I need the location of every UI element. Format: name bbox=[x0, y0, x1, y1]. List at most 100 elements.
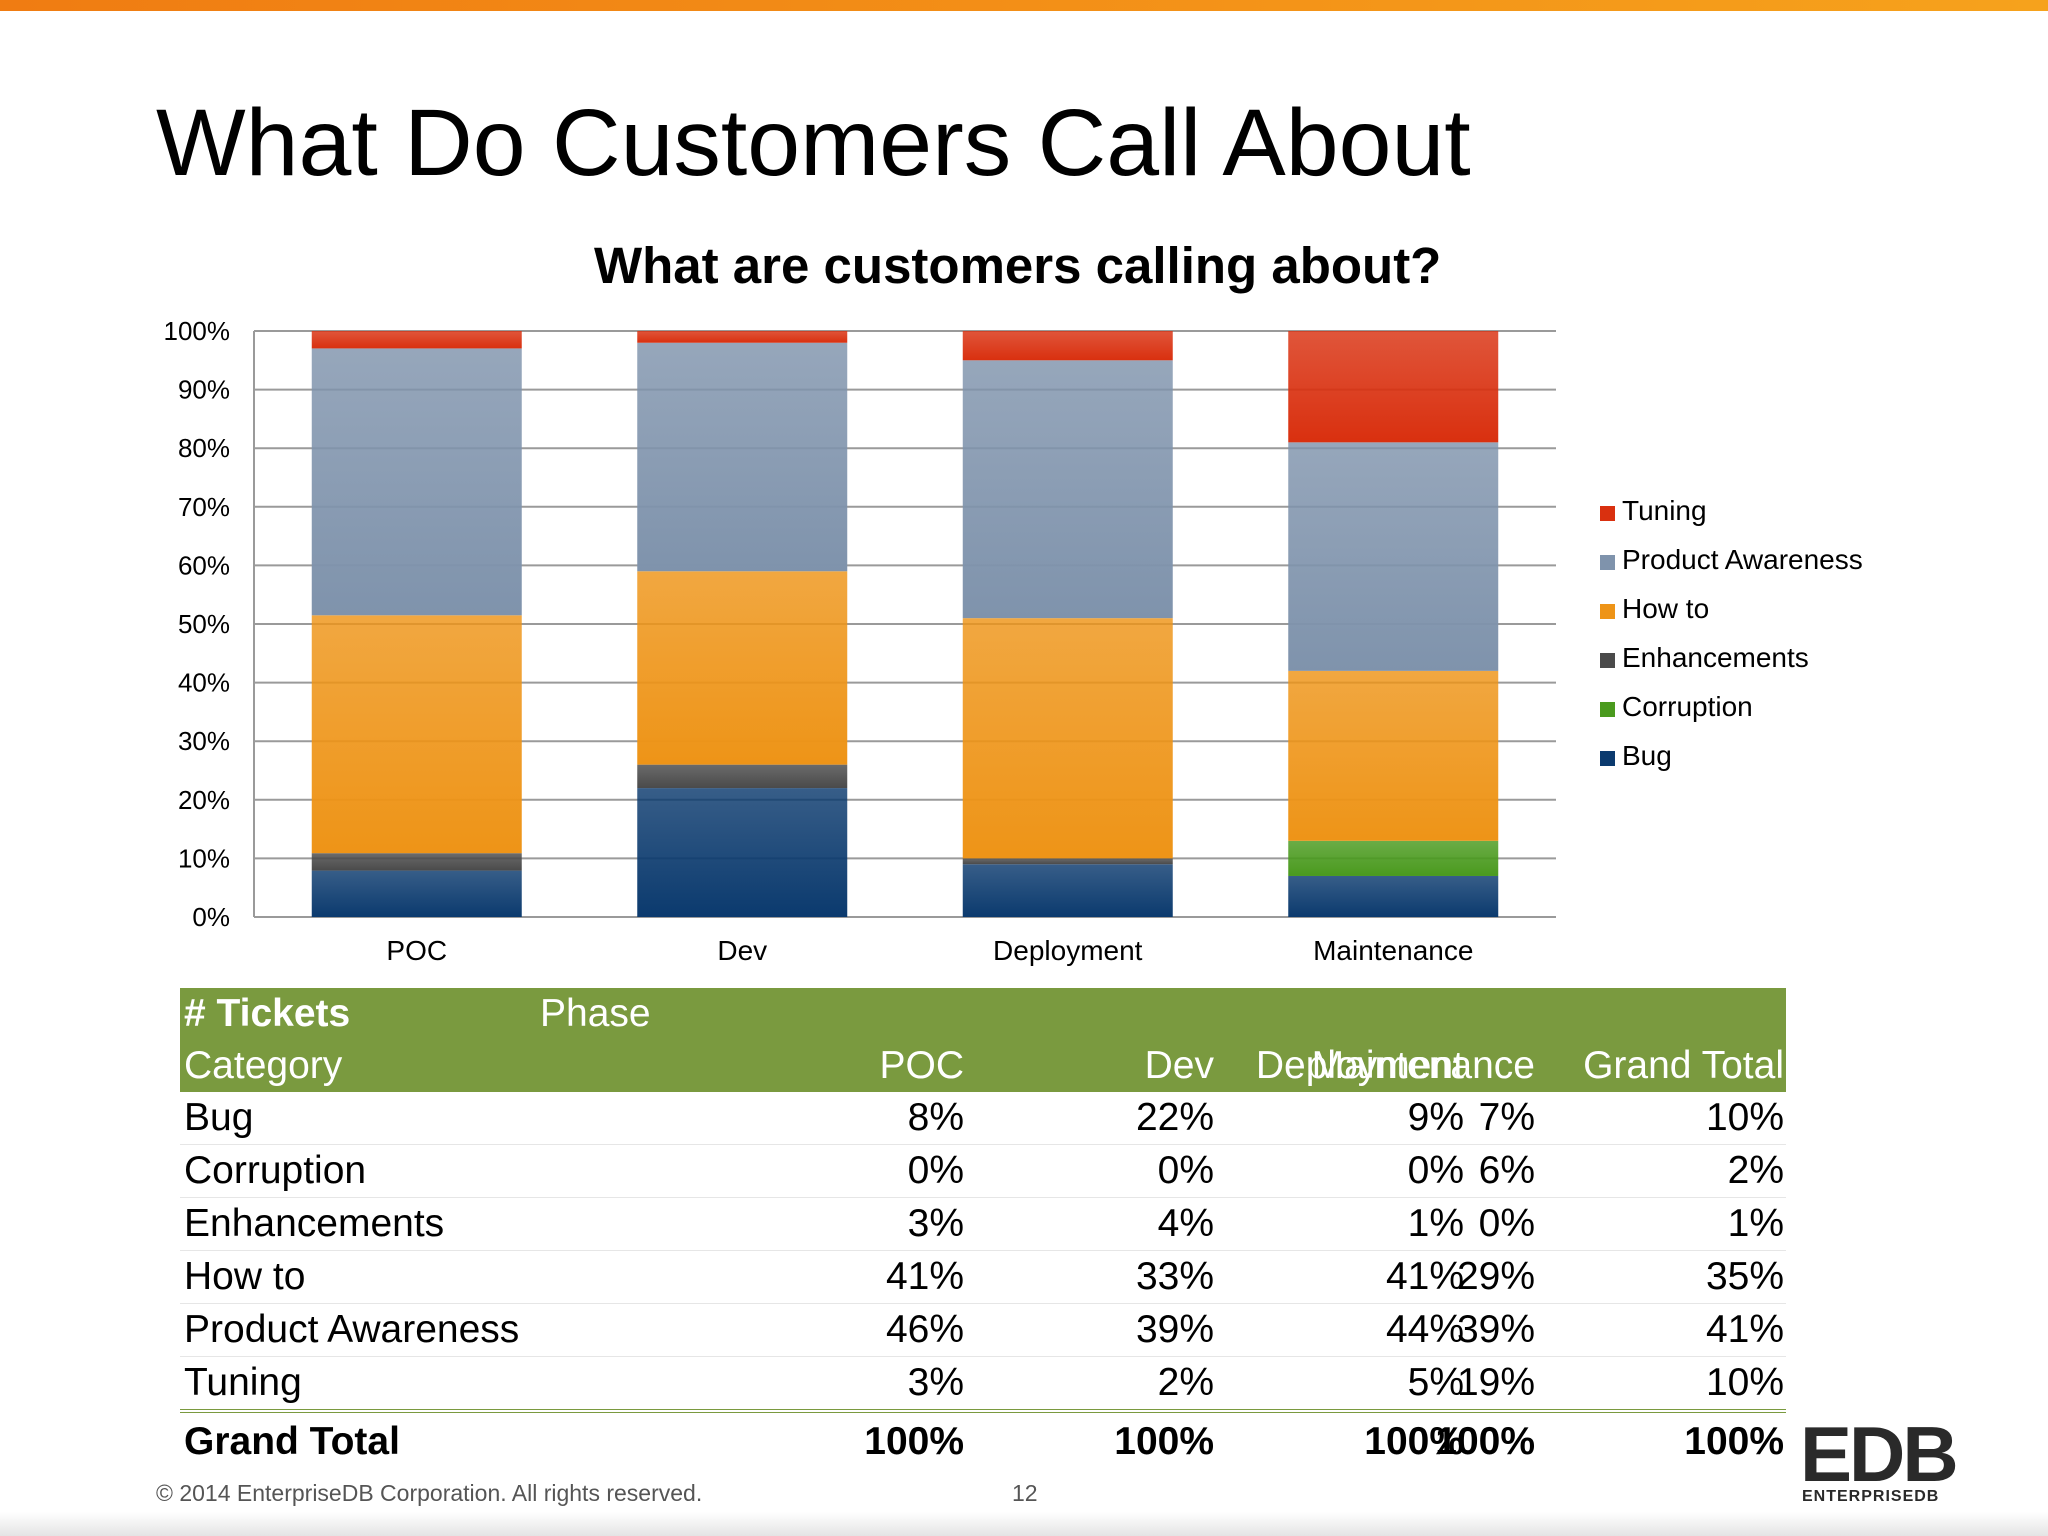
cell-grand-total: 10% bbox=[1705, 1096, 1784, 1139]
bar-segment bbox=[637, 571, 848, 765]
y-tick-label: 30% bbox=[178, 726, 230, 756]
cell-poc: 0% bbox=[907, 1149, 964, 1192]
header-grand-total: Grand Total bbox=[1583, 1044, 1784, 1087]
cell-dev: 4% bbox=[1157, 1202, 1214, 1245]
x-category-label: Dev bbox=[717, 935, 767, 966]
bar-segment bbox=[962, 858, 1173, 865]
legend-label: Tuning bbox=[1622, 495, 1707, 526]
cell-maintenance: 7% bbox=[1478, 1096, 1535, 1139]
cell-dev: 22% bbox=[1135, 1096, 1214, 1139]
cell-grand-total: 10% bbox=[1705, 1361, 1784, 1404]
legend-label: How to bbox=[1622, 593, 1709, 624]
cell-dev: 0% bbox=[1157, 1149, 1214, 1192]
legend-swatch bbox=[1600, 604, 1615, 619]
tickets-table: # Tickets Phase Category POC Dev Deploym… bbox=[180, 988, 1786, 1471]
y-tick-label: 60% bbox=[178, 550, 230, 580]
cell-deployment: 0% bbox=[1407, 1149, 1464, 1192]
row-label: Corruption bbox=[184, 1149, 367, 1192]
row-label: Product Awareness bbox=[184, 1308, 520, 1351]
legend-label: Enhancements bbox=[1622, 642, 1809, 673]
table-total-row: Grand Total 100% 100% 100% 100% 100% bbox=[180, 1409, 1786, 1471]
table-row: Enhancements 3% 4% 1% 0% 1% bbox=[180, 1198, 1786, 1251]
legend-swatch bbox=[1600, 506, 1615, 521]
y-tick-label: 70% bbox=[178, 492, 230, 522]
tickets-label: # Tickets bbox=[184, 992, 351, 1035]
row-label: Enhancements bbox=[184, 1202, 445, 1245]
legend: Tuning Product Awareness How to Enhancement… bbox=[1600, 495, 1863, 771]
legend-label: Corruption bbox=[1622, 691, 1753, 722]
cell-poc: 8% bbox=[907, 1096, 964, 1139]
cell-poc: 3% bbox=[907, 1202, 964, 1245]
cell-maintenance: 29% bbox=[1456, 1255, 1535, 1298]
cell-maintenance: 19% bbox=[1456, 1361, 1535, 1404]
cell-poc: 46% bbox=[885, 1308, 964, 1351]
cell-deployment: 44% bbox=[1385, 1308, 1464, 1351]
bottom-bar bbox=[0, 1512, 2048, 1536]
y-tick-label: 20% bbox=[178, 785, 230, 815]
total-deployment: 100% bbox=[1364, 1420, 1464, 1463]
bar-segment bbox=[1288, 331, 1499, 443]
legend-swatch bbox=[1600, 555, 1615, 570]
y-tick-label: 50% bbox=[178, 609, 230, 639]
bar-segment bbox=[311, 853, 522, 871]
page-number: 12 bbox=[1012, 1480, 1038, 1506]
table-header-row-1: # Tickets Phase bbox=[180, 988, 1786, 1040]
cell-grand-total: 1% bbox=[1727, 1202, 1784, 1245]
axis-labels: 0% 10% 20% 30% 40% 50% 60% 70% 80% 90% 100% POC Dev D… bbox=[164, 316, 1474, 966]
bar-segment bbox=[637, 331, 848, 343]
cell-maintenance: 0% bbox=[1478, 1202, 1535, 1245]
header-deployment: Deployment bbox=[1255, 1044, 1464, 1087]
cell-poc: 41% bbox=[885, 1255, 964, 1298]
legend-label: Bug bbox=[1622, 740, 1672, 771]
cell-maintenance: 39% bbox=[1456, 1308, 1535, 1351]
total-label: Grand Total bbox=[184, 1420, 400, 1463]
y-tick-label: 80% bbox=[178, 433, 230, 463]
x-category-label: Maintenance bbox=[1313, 935, 1473, 966]
table-header-row-2: Category POC Dev Deployment Maintenance … bbox=[180, 1040, 1786, 1092]
bar-segment bbox=[637, 342, 848, 572]
bar-segment bbox=[962, 331, 1173, 361]
header-maintenance: Maintenance bbox=[1311, 1044, 1535, 1087]
bar-segment bbox=[962, 360, 1173, 619]
cell-maintenance: 6% bbox=[1478, 1149, 1535, 1192]
chart-title: What are customers calling about? bbox=[594, 237, 1442, 294]
cell-deployment: 1% bbox=[1407, 1202, 1464, 1245]
footer-copyright: © 2014 EnterpriseDB Corporation. All rig… bbox=[156, 1480, 703, 1506]
table-row: Product Awareness 46% 39% 44% 39% 41% bbox=[180, 1304, 1786, 1357]
x-category-label: POC bbox=[386, 935, 447, 966]
bar-segment bbox=[311, 615, 522, 854]
bar-segment bbox=[1288, 840, 1499, 876]
header-dev: Dev bbox=[1144, 1044, 1214, 1087]
bar-segment bbox=[1288, 875, 1499, 917]
y-tick-label: 10% bbox=[178, 843, 230, 873]
cell-dev: 33% bbox=[1135, 1255, 1214, 1298]
cell-deployment: 9% bbox=[1407, 1096, 1464, 1139]
logo-main-text: EDB bbox=[1800, 1410, 1959, 1498]
bar-segment bbox=[962, 618, 1173, 859]
cell-dev: 39% bbox=[1135, 1308, 1214, 1351]
stacked-bar-chart: 0% 10% 20% 30% 40% 50% 60% 70% 80% 90% 100% POC Dev D… bbox=[164, 316, 1863, 966]
bar-segment bbox=[311, 870, 522, 917]
bar-segment bbox=[311, 348, 522, 616]
cell-dev: 2% bbox=[1157, 1361, 1214, 1404]
cell-grand-total: 35% bbox=[1705, 1255, 1784, 1298]
y-tick-label: 0% bbox=[192, 902, 230, 932]
legend-swatch bbox=[1600, 751, 1615, 766]
cell-poc: 3% bbox=[907, 1361, 964, 1404]
header-poc: POC bbox=[879, 1044, 964, 1087]
bar-segment bbox=[1288, 442, 1499, 671]
row-label: How to bbox=[184, 1255, 306, 1298]
slide-title: What Do Customers Call About bbox=[156, 90, 1471, 196]
legend-swatch bbox=[1600, 653, 1615, 668]
edb-logo: EDB ENTERPRISEDB bbox=[1800, 1414, 1959, 1505]
x-category-label: Deployment bbox=[993, 935, 1143, 966]
legend-label: Product Awareness bbox=[1622, 544, 1863, 575]
y-tick-label: 40% bbox=[178, 668, 230, 698]
table-row: Bug 8% 22% 9% 7% 10% bbox=[180, 1092, 1786, 1145]
bar-segment bbox=[1288, 670, 1499, 841]
bar-segment bbox=[311, 331, 522, 349]
total-grand-total: 100% bbox=[1684, 1420, 1784, 1463]
cell-grand-total: 41% bbox=[1705, 1308, 1784, 1351]
bar-segment bbox=[637, 764, 848, 789]
total-poc: 100% bbox=[864, 1420, 964, 1463]
